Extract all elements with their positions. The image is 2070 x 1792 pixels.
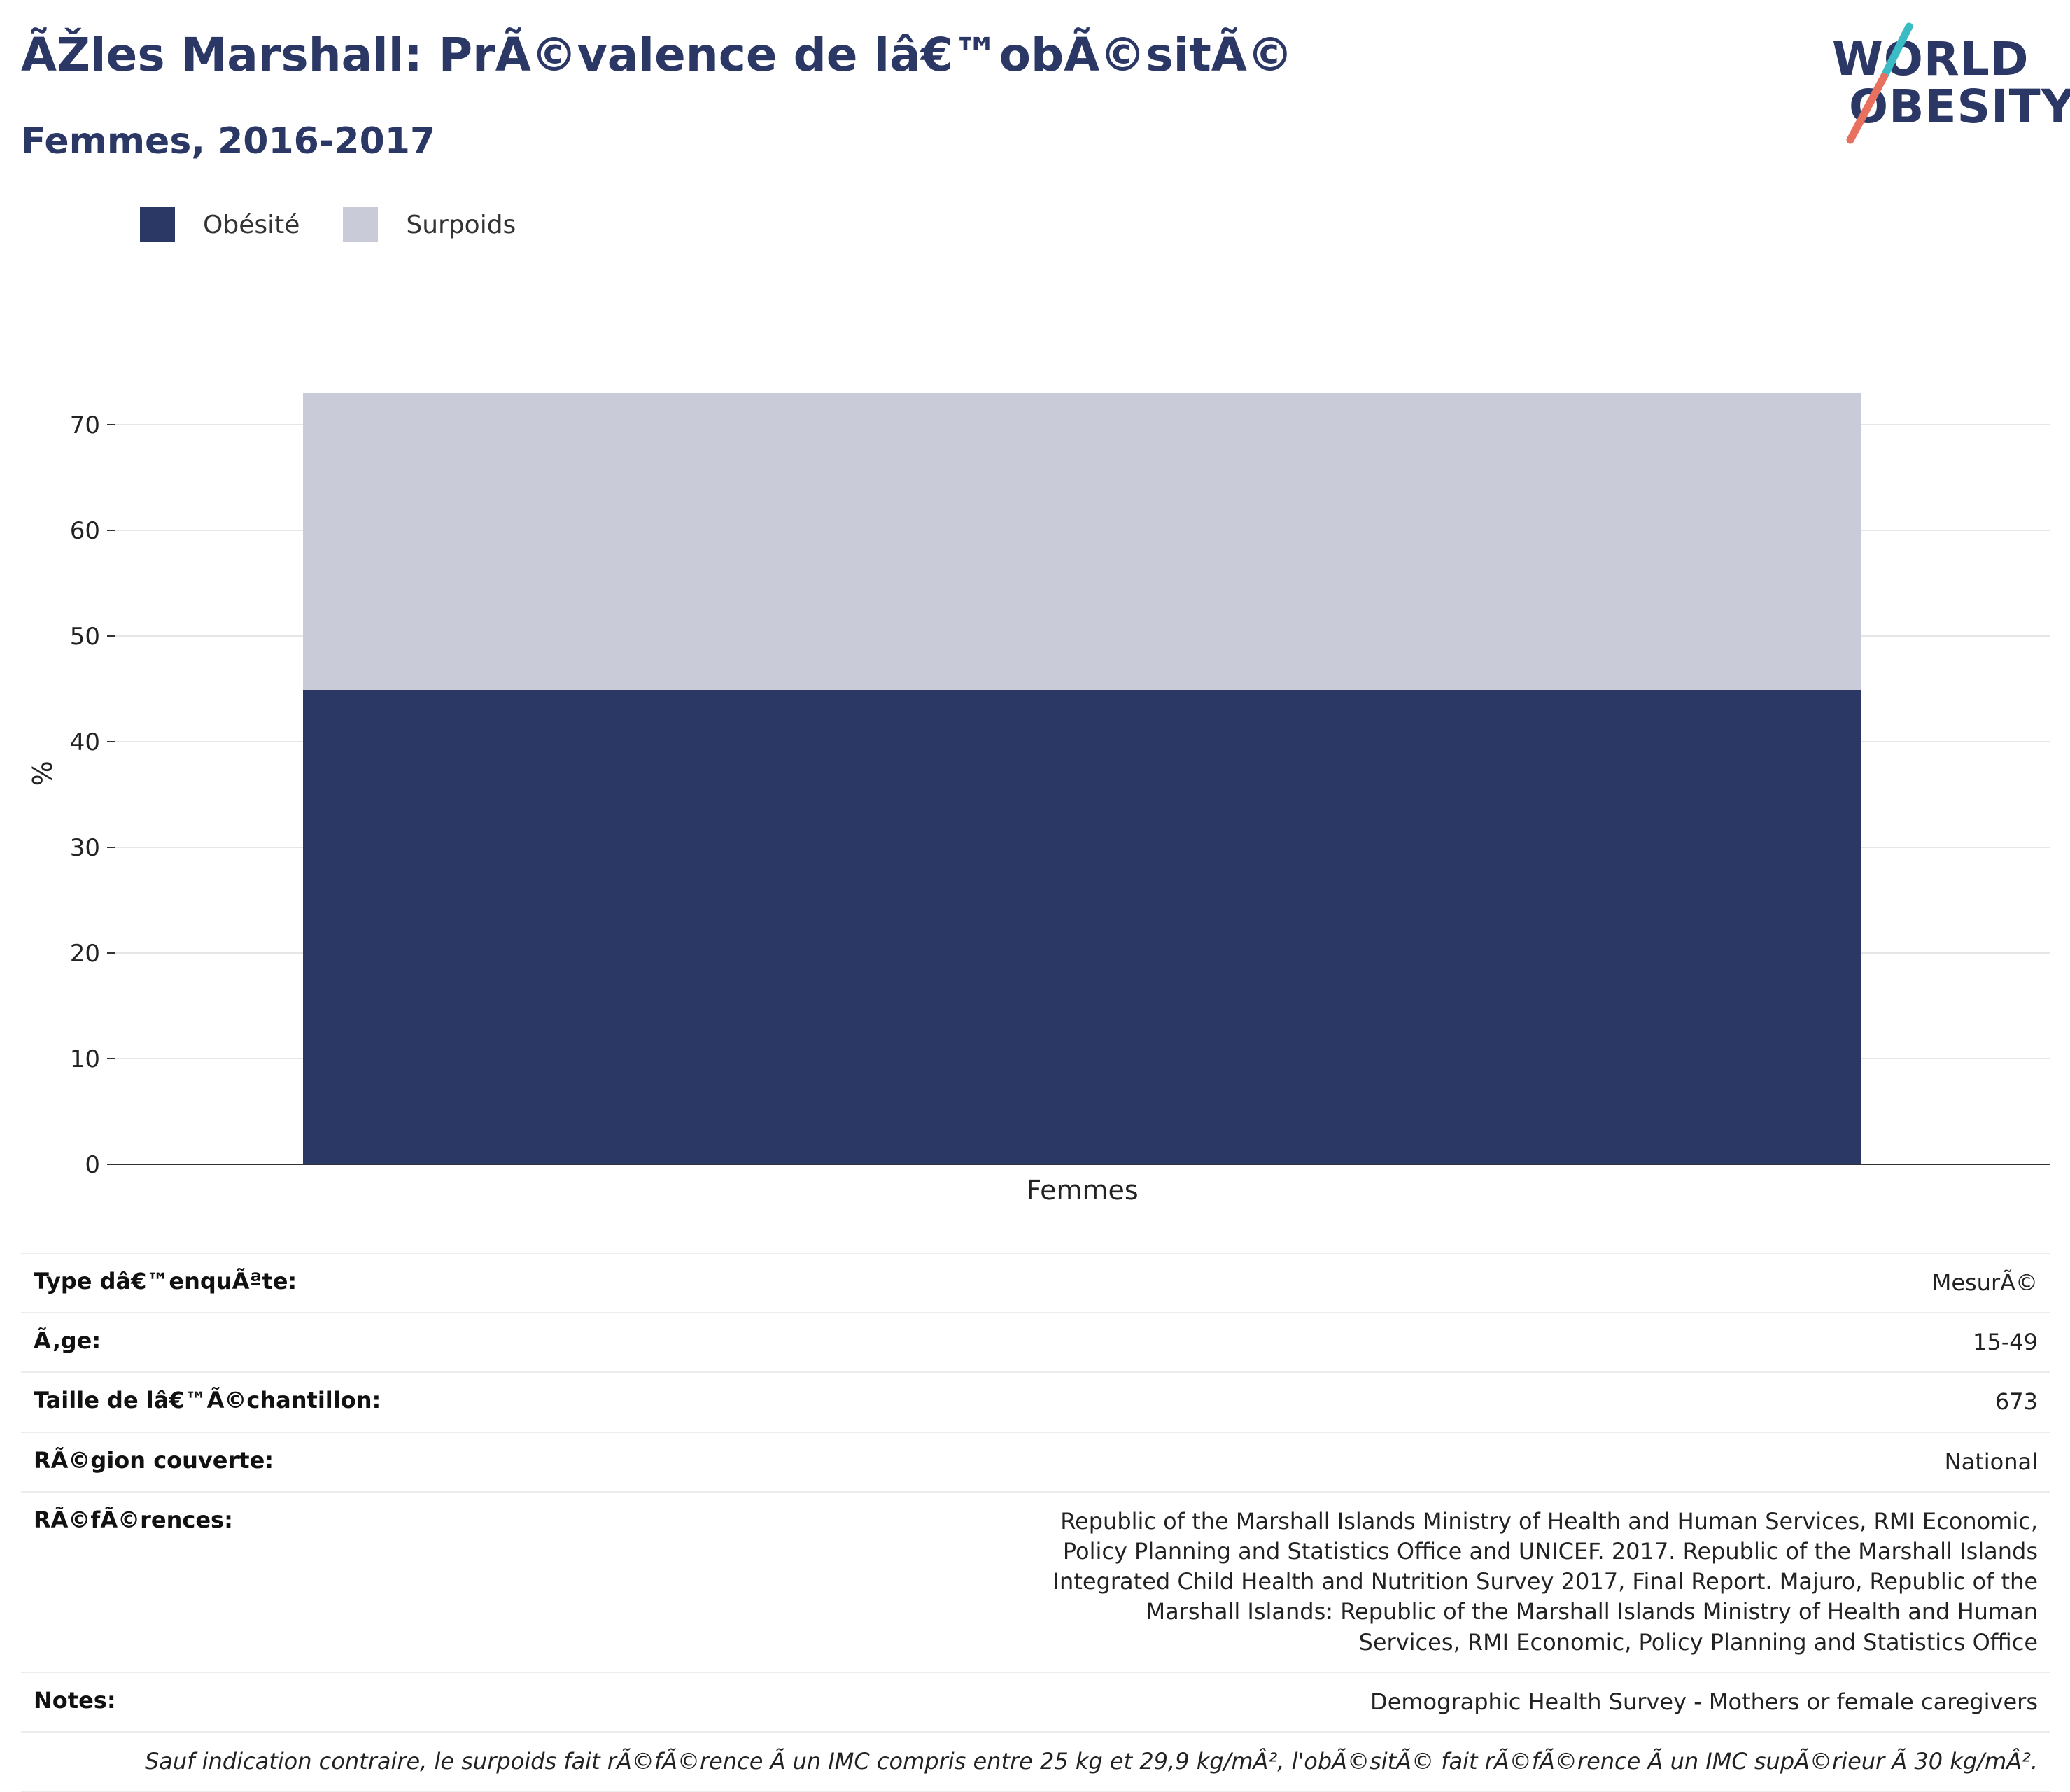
y-tick-label: 60 — [70, 517, 100, 545]
info-row-survey-type: Type dâ€™enquÃªte: MesurÃ© — [21, 1252, 2050, 1313]
info-key: RÃ©gion couverte: — [21, 1431, 536, 1492]
info-value: MesurÃ© — [536, 1252, 2050, 1313]
info-value: National — [536, 1431, 2050, 1492]
y-tick-label: 70 — [70, 411, 100, 439]
info-key: Ã‚ge: — [21, 1312, 536, 1373]
info-key: RÃ©fÃ©rences: — [21, 1490, 536, 1672]
y-tick-label: 0 — [85, 1151, 100, 1179]
footnote: Sauf indication contraire, le surpoids f… — [21, 1730, 2050, 1792]
info-value: Republic of the Marshall Islands Ministr… — [536, 1490, 2050, 1672]
survey-info-table: Type dâ€™enquÃªte: MesurÃ© Ã‚ge: 15-49 T… — [21, 1252, 2050, 1792]
info-key: Notes: — [21, 1671, 536, 1732]
info-row-references: RÃ©fÃ©rences: Republic of the Marshall I… — [21, 1490, 2050, 1672]
logo-slash-icon — [1846, 22, 1913, 144]
info-value: Demographic Health Survey - Mothers or f… — [536, 1671, 2050, 1732]
legend-swatch-obesite — [140, 207, 175, 242]
info-row-notes: Notes: Demographic Health Survey - Mothe… — [21, 1671, 2050, 1732]
stacked-bar-chart: 0 10 20 30 40 50 60 70% Femmes — [27, 393, 2050, 1206]
info-row-age: Ã‚ge: 15-49 — [21, 1312, 2050, 1373]
legend-label-surpoids: Surpoids — [406, 210, 516, 239]
world-obesity-logo: WORLD OBESITY — [1826, 20, 2070, 153]
info-row-region: RÃ©gion couverte: National — [21, 1431, 2050, 1492]
info-key: Type dâ€™enquÃªte: — [21, 1252, 536, 1313]
y-axis-label: % — [27, 761, 58, 786]
logo-line-1: WORLD — [1832, 32, 2029, 86]
info-value: 673 — [536, 1371, 2050, 1432]
logo-line-2: OBESITY — [1849, 80, 2070, 134]
info-row-sample-size: Taille de lâ€™Ã©chantillon: 673 — [21, 1371, 2050, 1432]
y-tick-label: 10 — [70, 1045, 100, 1073]
legend-label-obesite: Obésité — [203, 210, 300, 239]
info-key: Taille de lâ€™Ã©chantillon: — [21, 1371, 536, 1432]
legend-swatch-surpoids — [343, 207, 379, 242]
info-value: 15-49 — [536, 1312, 2050, 1373]
y-tick-label: 40 — [70, 728, 100, 756]
chart-legend: Obésité Surpoids — [140, 207, 559, 242]
y-tick-label: 50 — [70, 623, 100, 651]
y-tick-label: 30 — [70, 834, 100, 862]
page-title: ÃŽles Marshall: PrÃ©valence de lâ€™obÃ©s… — [21, 28, 1293, 82]
bar-segment-surpoids — [303, 393, 1861, 691]
page-subtitle: Femmes, 2016-2017 — [21, 120, 436, 162]
legend-item-obesite: Obésité — [140, 207, 300, 242]
x-tick-label: Femmes — [1026, 1175, 1138, 1206]
bar-segment-obesite — [303, 690, 1861, 1164]
info-row-footnote: Sauf indication contraire, le surpoids f… — [21, 1730, 2050, 1792]
legend-item-surpoids: Surpoids — [343, 207, 516, 242]
y-tick-label: 20 — [70, 940, 100, 968]
